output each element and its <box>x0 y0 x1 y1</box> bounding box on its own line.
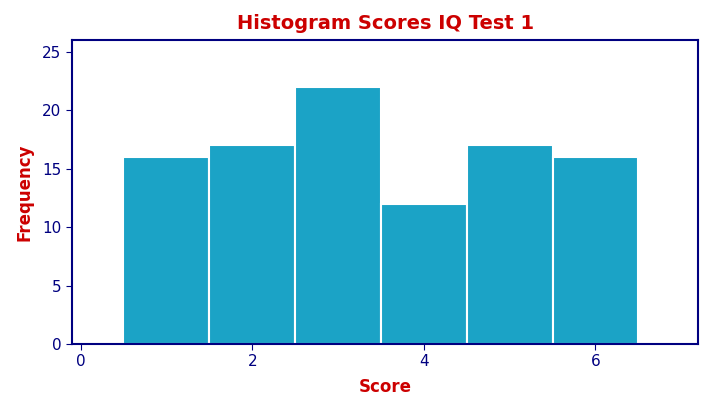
Bar <box>210 145 295 344</box>
Y-axis label: Frequency: Frequency <box>16 143 34 241</box>
Bar <box>467 145 552 344</box>
Title: Histogram Scores IQ Test 1: Histogram Scores IQ Test 1 <box>237 14 534 33</box>
Bar <box>295 87 381 344</box>
Bar <box>381 204 467 344</box>
Bar <box>124 157 210 344</box>
Bar <box>552 157 639 344</box>
X-axis label: Score: Score <box>359 378 412 396</box>
